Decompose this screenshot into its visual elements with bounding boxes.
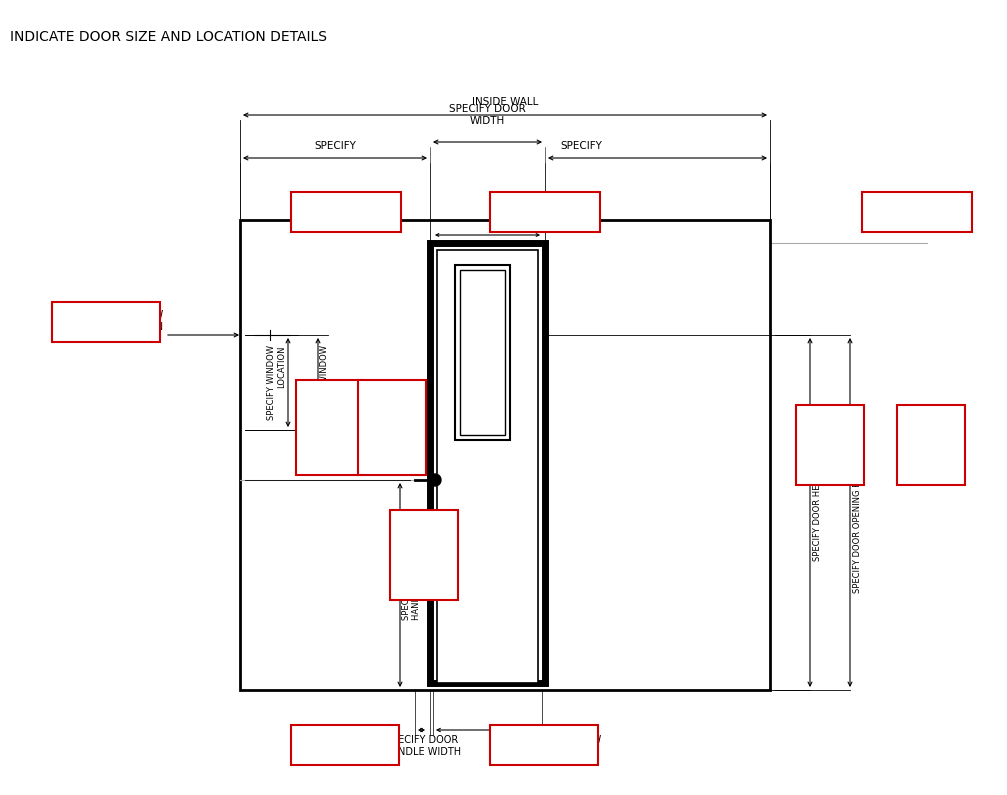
Text: SPECIFY DOOR OPENING FROM FLOOR: SPECIFY DOOR OPENING FROM FLOOR	[853, 432, 862, 593]
Bar	[240, 220, 770, 690]
Bar	[296, 380, 364, 475]
Text: INDICATE DOOR SIZE AND LOCATION DETAILS: INDICATE DOOR SIZE AND LOCATION DETAILS	[10, 30, 327, 44]
Bar	[390, 510, 458, 600]
Text: SPECIFY WINDOW
HEIGHT: SPECIFY WINDOW HEIGHT	[320, 345, 339, 420]
Text: SPECIFY DOOR
HANDLE HEIGHT: SPECIFY DOOR HANDLE HEIGHT	[402, 550, 421, 620]
Bar	[490, 725, 598, 765]
Text: INSIDE WALL: INSIDE WALL	[472, 97, 538, 107]
Bar	[291, 192, 401, 232]
Text: SPECIFY: SPECIFY	[560, 141, 602, 151]
Bar	[52, 302, 160, 342]
Text: SPECIFY WINDOW
LOCATION: SPECIFY WINDOW LOCATION	[76, 309, 163, 332]
Bar	[460, 270, 505, 435]
Bar	[437, 250, 538, 683]
Bar	[430, 243, 545, 683]
Text: SPECIFY DOOR HEIGHT: SPECIFY DOOR HEIGHT	[813, 464, 822, 561]
Text: SPECIFY DOOR
WIDTH: SPECIFY DOOR WIDTH	[449, 103, 526, 126]
Bar	[796, 405, 864, 485]
Text: SPECIFY: SPECIFY	[314, 141, 355, 151]
Bar	[490, 192, 600, 232]
Bar	[862, 192, 972, 232]
Bar	[455, 265, 510, 440]
Circle shape	[429, 474, 441, 486]
Text: SPECIFY DOOR
HANDLE WIDTH: SPECIFY DOOR HANDLE WIDTH	[384, 735, 461, 758]
Bar	[897, 405, 965, 485]
Text: SPECIFY WINDOW
WIDTH: SPECIFY WINDOW WIDTH	[514, 735, 601, 758]
Bar	[291, 725, 399, 765]
Bar	[358, 380, 426, 475]
Text: SPECIFY WINDOW
LOCATION: SPECIFY WINDOW LOCATION	[267, 345, 286, 420]
